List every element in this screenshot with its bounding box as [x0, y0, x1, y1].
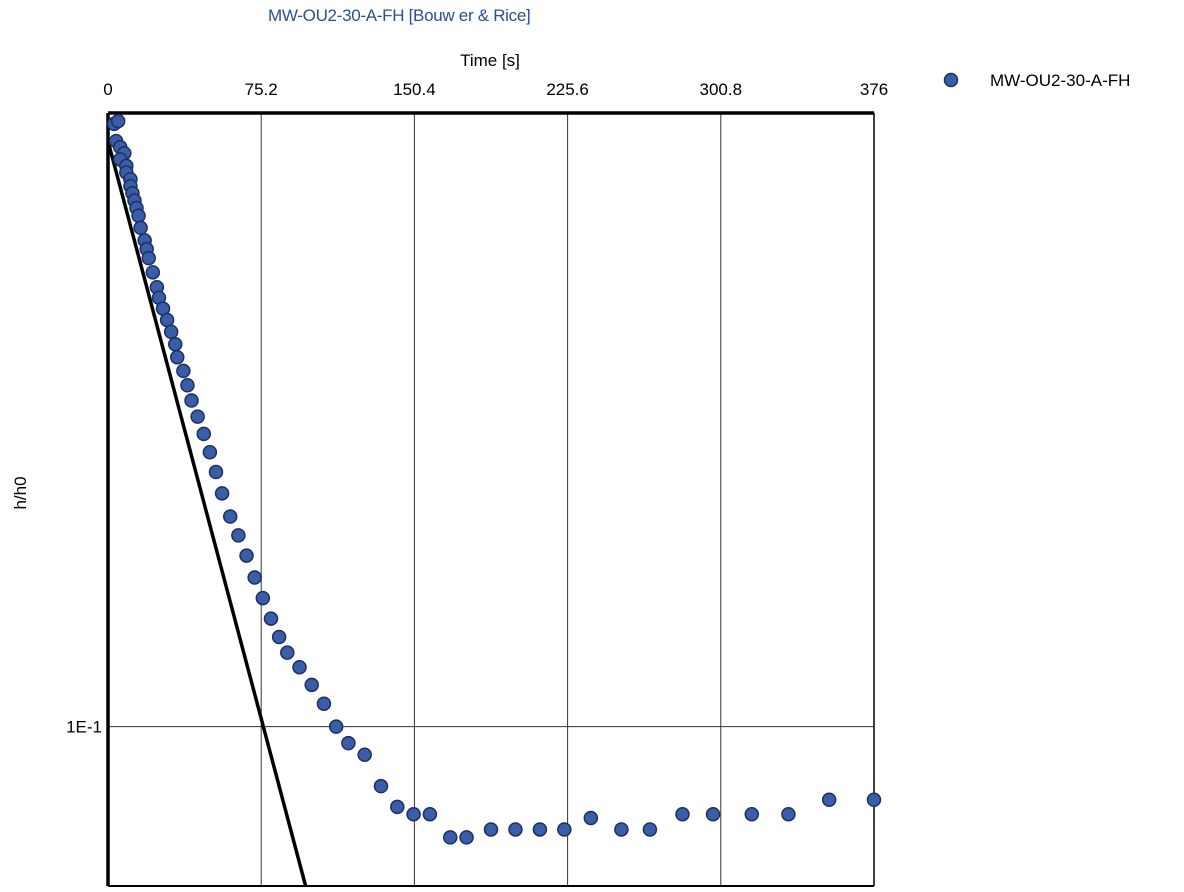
x-tick-label: 376: [860, 80, 888, 99]
data-point: [642, 822, 658, 837]
data-point: [202, 445, 218, 460]
data-point: [341, 735, 356, 751]
data-point: [110, 113, 126, 129]
data-point: [373, 778, 389, 794]
data-point: [744, 806, 760, 822]
data-point: [406, 806, 421, 822]
data-point: [255, 590, 271, 606]
chart-title: MW-OU2-30-A-FH [Bouw er & Rice]: [268, 6, 531, 25]
data-point: [328, 719, 344, 734]
data-point: [167, 336, 183, 352]
data-point: [508, 822, 523, 837]
data-point: [176, 363, 191, 379]
data-point: [133, 220, 148, 236]
data-point: [208, 464, 224, 480]
data-point: [271, 629, 287, 645]
data-point: [422, 806, 438, 822]
data-point: [239, 548, 254, 563]
fit-line-layer: [108, 140, 308, 886]
data-point: [231, 528, 246, 543]
y-axis-title: h/h0: [11, 476, 30, 509]
data-point: [196, 426, 211, 442]
data-point: [159, 312, 175, 328]
legend-marker: [943, 72, 959, 88]
x-tick-label: 150.4: [393, 80, 436, 99]
data-point: [292, 659, 307, 675]
data-point: [190, 409, 205, 424]
data-point: [483, 822, 499, 837]
data-point: [170, 349, 185, 365]
data-point: [280, 645, 295, 660]
x-tick-label: 0: [103, 80, 112, 99]
data-point: [443, 830, 458, 845]
data-point: [304, 677, 319, 693]
data-point: [131, 208, 146, 224]
data-point: [145, 265, 161, 280]
data-point: [675, 806, 690, 822]
x-tick-label: 75.2: [245, 80, 278, 99]
data-point: [781, 806, 796, 822]
data-point: [180, 378, 195, 393]
fit-line: [108, 140, 308, 886]
data-point: [557, 822, 572, 837]
data-point: [459, 830, 474, 845]
data-point: [821, 792, 837, 808]
data-point: [866, 792, 882, 808]
tick-labels: 0 75.2 150.4 225.6 300.8 376 1E-1: [66, 80, 888, 737]
data-markers: [106, 113, 882, 845]
legend-label: MW-OU2-30-A-FH: [990, 71, 1130, 90]
data-point: [705, 806, 721, 822]
data-point: [357, 747, 372, 762]
data-point: [214, 486, 230, 501]
data-point: [614, 822, 629, 837]
data-point: [222, 509, 238, 524]
data-point: [163, 324, 179, 340]
legend: MW-OU2-30-A-FH: [943, 71, 1130, 90]
data-point: [263, 611, 279, 626]
y-tick-label: 1E-1: [66, 718, 102, 737]
data-point: [583, 810, 599, 826]
gridlines: [108, 113, 874, 886]
data-point: [316, 696, 332, 711]
data-point: [532, 822, 548, 837]
data-point: [247, 570, 262, 585]
x-tick-label: 300.8: [700, 80, 743, 99]
data-point: [184, 393, 199, 408]
x-axis-title: Time [s]: [460, 51, 520, 70]
x-tick-label: 225.6: [546, 80, 589, 99]
plot-frame: [106, 111, 875, 887]
data-point: [390, 799, 405, 815]
data-point: [141, 250, 156, 266]
